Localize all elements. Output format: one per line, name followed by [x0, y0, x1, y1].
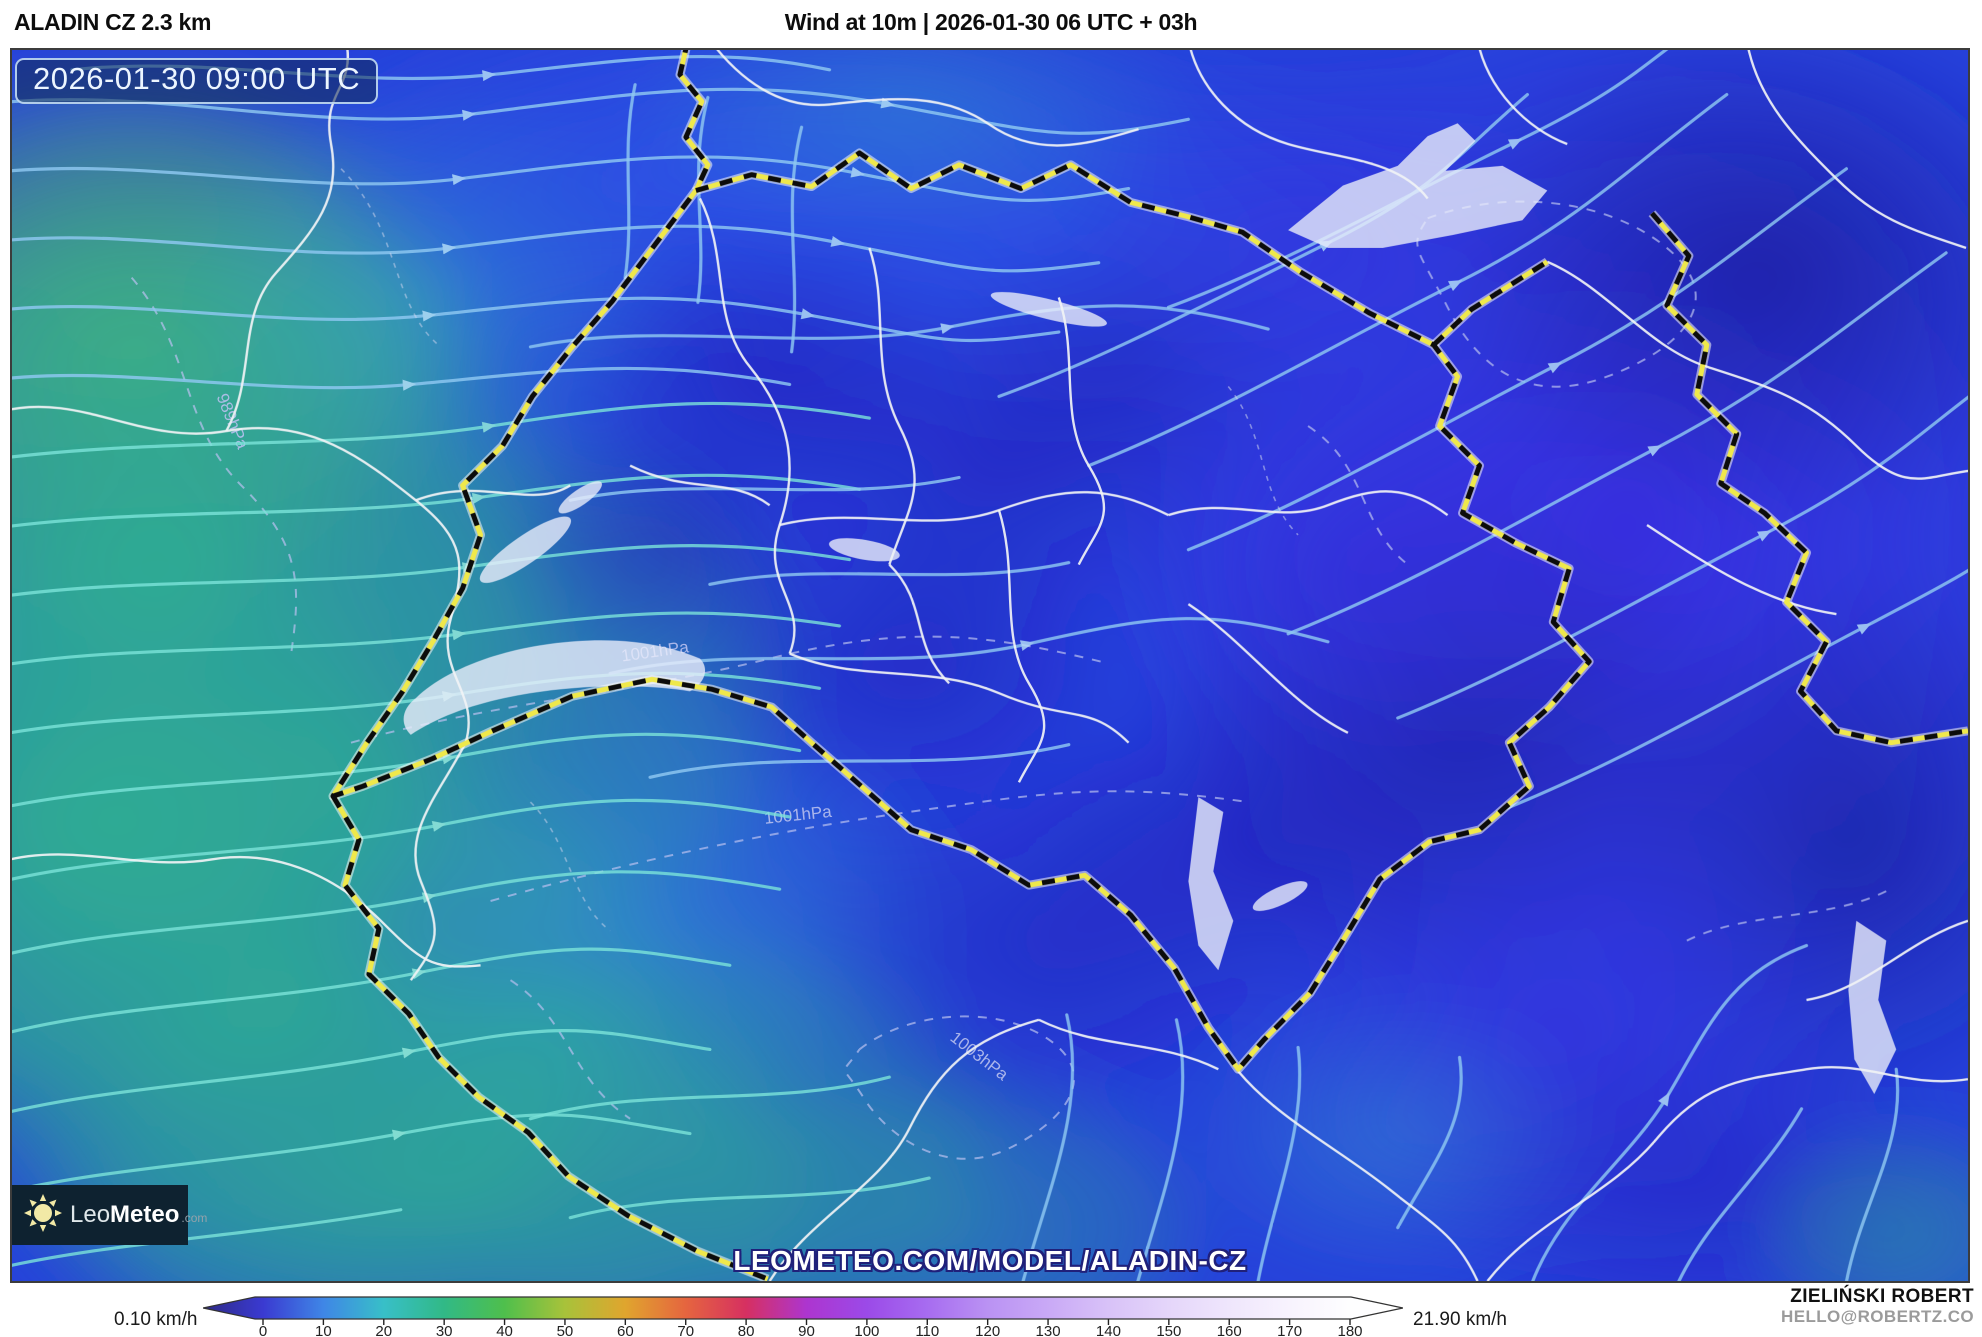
- svg-text:20: 20: [375, 1323, 392, 1337]
- svg-text:150: 150: [1156, 1323, 1181, 1337]
- sun-icon: [22, 1192, 64, 1239]
- logo-leo: Leo: [70, 1201, 111, 1228]
- svg-text:60: 60: [617, 1323, 634, 1337]
- wind-map-canvas: 989hPa 1001hPa 1001hPa 1003hPa: [12, 50, 1968, 1281]
- svg-text:90: 90: [798, 1323, 815, 1337]
- colorbar-ticks: 0 10 20 30 40 50 60 70 80 90 100 110 120 130 140 150 160…: [259, 1319, 1363, 1337]
- leometeo-logo: Leo Meteo .com: [12, 1185, 207, 1245]
- wind-map: 989hPa 1001hPa 1001hPa 1003hPa: [10, 48, 1970, 1283]
- legend-bar: 0.10 km/h 0 10 20 30 40 50 60 70 80 90 100 110 120 13…: [0, 1283, 1982, 1337]
- legend-max-label: 21.90 km/h: [1413, 1309, 1507, 1330]
- svg-text:130: 130: [1036, 1323, 1061, 1337]
- svg-text:80: 80: [738, 1323, 755, 1337]
- svg-text:170: 170: [1277, 1323, 1302, 1337]
- lakes-layer: [403, 123, 1897, 1094]
- svg-text:120: 120: [975, 1323, 1000, 1337]
- logo-tld: .com: [181, 1211, 208, 1225]
- colorbar-shape: [203, 1296, 1403, 1320]
- svg-text:30: 30: [436, 1323, 453, 1337]
- author-name: ZIELIŃSKI ROBERT: [1790, 1286, 1974, 1307]
- logo-meteo: Meteo: [110, 1201, 180, 1228]
- svg-text:70: 70: [677, 1323, 694, 1337]
- region-borders-layer: [12, 50, 1968, 1281]
- credits-block: ZIELIŃSKI ROBERT HELLO@ROBERTZ.CO: [1781, 1286, 1974, 1327]
- logo-wordmark: Leo Meteo .com: [70, 1201, 207, 1229]
- svg-text:10: 10: [315, 1323, 332, 1337]
- author-email: HELLO@ROBERTZ.CO: [1781, 1306, 1974, 1326]
- svg-text:110: 110: [915, 1323, 939, 1337]
- svg-text:160: 160: [1217, 1323, 1242, 1337]
- wind-speed-colorbar: 0 10 20 30 40 50 60 70 80 90 100 110 120 130 140 150 160…: [203, 1296, 1403, 1337]
- svg-text:180: 180: [1337, 1323, 1362, 1337]
- svg-text:0: 0: [259, 1323, 267, 1337]
- svg-text:140: 140: [1096, 1323, 1121, 1337]
- svg-text:40: 40: [496, 1323, 513, 1337]
- timestamp-badge: 2026-01-30 09:00 UTC: [15, 58, 379, 104]
- header-bar: ALADIN CZ 2.3 km Wind at 10m | 2026-01-3…: [0, 0, 1982, 48]
- chart-title: Wind at 10m | 2026-01-30 06 UTC + 03h: [784, 9, 1198, 35]
- svg-text:50: 50: [557, 1323, 574, 1337]
- watermark-url: LEOMETEO.COM/MODEL/ALADIN-CZ: [733, 1245, 1247, 1276]
- legend-min-label: 0.10 km/h: [114, 1309, 198, 1330]
- svg-text:100: 100: [854, 1323, 879, 1337]
- model-name-label: ALADIN CZ 2.3 km: [14, 9, 212, 35]
